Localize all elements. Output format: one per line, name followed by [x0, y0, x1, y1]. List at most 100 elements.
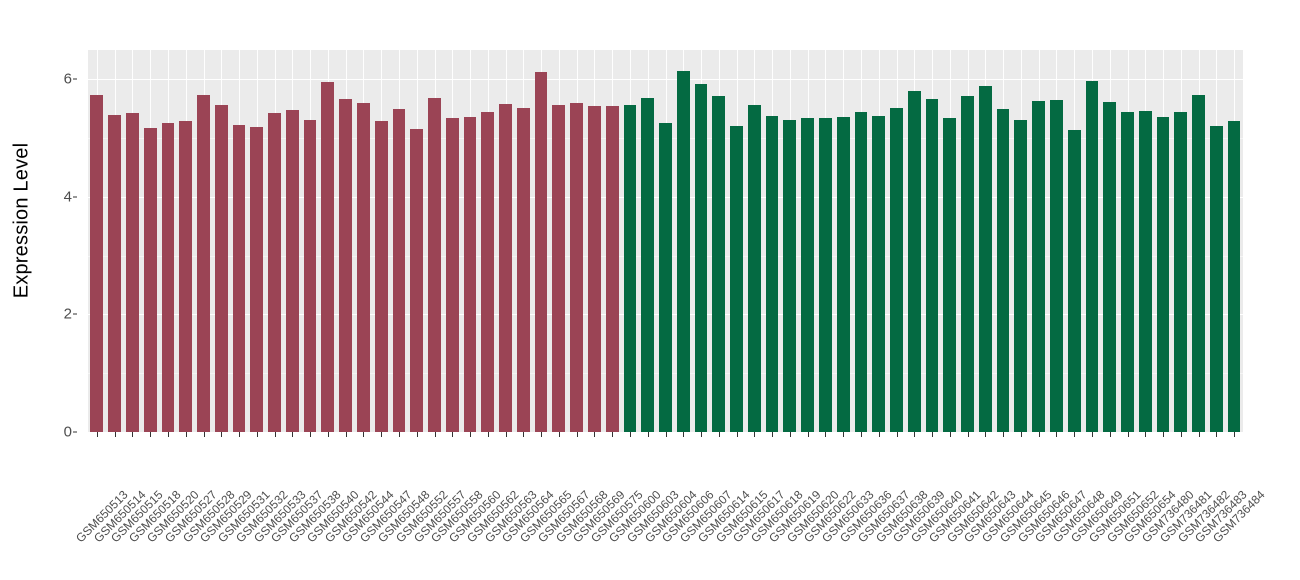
x-tick-mark: [310, 432, 312, 437]
bar: [694, 83, 708, 432]
x-tick-mark: [327, 432, 329, 437]
bar: [996, 108, 1010, 432]
bar: [339, 99, 353, 432]
x-tick-mark: [523, 432, 525, 437]
x-tick-mark: [701, 432, 703, 437]
bar: [126, 112, 139, 432]
x-tick-mark: [949, 432, 951, 437]
bar: [836, 117, 850, 432]
x-tick-mark: [1074, 432, 1076, 437]
x-tick-mark: [1234, 432, 1236, 437]
x-tick-mark: [167, 432, 169, 437]
bar: [1174, 111, 1188, 432]
x-tick-mark: [398, 432, 400, 437]
x-tick-mark: [256, 432, 258, 437]
bars-container: [88, 50, 1243, 432]
bar: [747, 104, 761, 432]
x-tick-mark: [1127, 432, 1129, 437]
bar: [374, 121, 388, 432]
x-tick-mark: [807, 432, 809, 437]
x-tick-mark: [1216, 432, 1218, 437]
x-tick-mark: [1020, 432, 1022, 437]
bar: [1209, 125, 1223, 432]
x-tick-mark: [1109, 432, 1111, 437]
x-tick-mark: [754, 432, 756, 437]
x-tick-mark: [221, 432, 223, 437]
bar: [410, 129, 424, 432]
bar: [392, 108, 406, 432]
bar: [481, 112, 495, 432]
x-axis-ticks: [88, 432, 1243, 438]
x-tick-mark: [114, 432, 116, 437]
y-tick-mark: [73, 196, 77, 198]
x-tick-mark: [203, 432, 205, 437]
bar: [1050, 99, 1063, 432]
bar: [499, 104, 512, 432]
x-tick-mark: [541, 432, 543, 437]
x-tick-mark: [718, 432, 720, 437]
x-tick-mark: [150, 432, 152, 437]
bar: [1014, 119, 1028, 432]
bar: [623, 104, 637, 432]
bar: [268, 112, 281, 432]
bar: [214, 105, 228, 432]
x-tick-mark: [345, 432, 347, 437]
bar: [907, 91, 921, 432]
bar: [925, 98, 939, 432]
x-tick-mark: [860, 432, 862, 437]
bar: [819, 118, 832, 432]
x-tick-mark: [558, 432, 560, 437]
bar: [676, 70, 690, 432]
bar: [179, 121, 193, 432]
bar: [801, 118, 815, 432]
bar: [285, 109, 299, 432]
x-tick-mark: [292, 432, 294, 437]
bar: [872, 116, 886, 432]
bar: [161, 122, 175, 432]
y-tick-label: 4: [63, 188, 72, 206]
x-tick-mark: [736, 432, 738, 437]
x-tick-mark: [789, 432, 791, 437]
x-tick-mark: [683, 432, 685, 437]
x-tick-mark: [185, 432, 187, 437]
x-tick-mark: [1056, 432, 1058, 437]
x-tick-mark: [843, 432, 845, 437]
bar: [783, 119, 797, 432]
y-tick-label: 6: [63, 70, 72, 88]
bar: [552, 105, 566, 432]
y-tick-label: 2: [63, 305, 72, 323]
y-tick-mark: [73, 313, 77, 315]
bar: [463, 117, 477, 432]
x-tick-mark: [96, 432, 98, 437]
x-tick-mark: [665, 432, 667, 437]
x-tick-mark: [1145, 432, 1147, 437]
bar: [1192, 95, 1205, 432]
bar: [978, 86, 992, 432]
x-tick-mark: [505, 432, 507, 437]
x-tick-mark: [576, 432, 578, 437]
bar: [1103, 102, 1117, 432]
x-tick-mark: [967, 432, 969, 437]
x-tick-mark: [825, 432, 827, 437]
bar: [303, 119, 317, 432]
bar: [90, 94, 104, 432]
bar: [108, 114, 122, 432]
bar: [1227, 121, 1241, 432]
x-tick-mark: [452, 432, 454, 437]
bar: [659, 123, 672, 432]
bar: [605, 106, 619, 432]
bar: [712, 95, 726, 432]
bar: [445, 118, 459, 432]
x-tick-mark: [381, 432, 383, 437]
bar: [232, 125, 246, 432]
bar: [197, 94, 210, 432]
bar: [1156, 117, 1170, 432]
x-tick-mark: [487, 432, 489, 437]
bar: [1085, 81, 1099, 432]
bar: [730, 125, 743, 432]
bar: [943, 118, 957, 432]
x-tick-mark: [629, 432, 631, 437]
y-axis-ticks: 0 2 4 6: [46, 0, 77, 580]
x-tick-mark: [239, 432, 241, 437]
x-tick-mark: [594, 432, 596, 437]
